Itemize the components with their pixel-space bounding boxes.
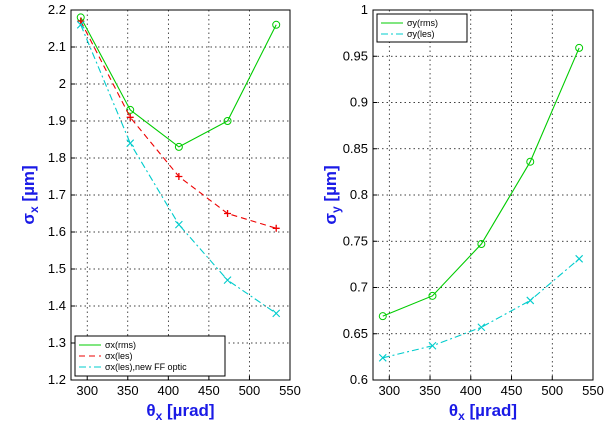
data-point	[175, 173, 183, 180]
legend: σy(rms)σy(les)	[376, 13, 468, 43]
series-line-3	[80, 24, 277, 314]
y-tick-label: 0.85	[343, 141, 368, 156]
legend-label: σx(les)	[105, 351, 133, 361]
x-tick-label: 350	[117, 383, 139, 398]
y-tick-label: 1.7	[48, 187, 66, 202]
x-tick-label: 500	[239, 383, 261, 398]
x-tick-label: 500	[541, 383, 563, 398]
x-tick-label: 550	[582, 383, 604, 398]
y-tick-label: 1	[361, 2, 368, 17]
x-axis-label: θx [µrad]	[146, 401, 214, 423]
data-point	[526, 296, 535, 305]
y-tick-label: 0.7	[350, 280, 368, 295]
data-point	[126, 113, 134, 121]
data-point	[272, 309, 281, 318]
x-tick-label: 550	[279, 383, 301, 398]
data-point	[272, 224, 280, 232]
x-axis-label: θx [µrad]	[449, 401, 517, 423]
y-tick-label: 1.5	[48, 261, 66, 276]
data-point	[224, 210, 232, 217]
data-point	[223, 276, 232, 284]
data-point	[126, 105, 135, 114]
legend-label: σx(rms)	[105, 340, 136, 350]
y-tick-label: 0.6	[350, 372, 368, 387]
y-tick-label: 1.8	[48, 150, 66, 165]
y-tick-label: 2	[59, 76, 66, 91]
legend-label: σy(les)	[407, 29, 435, 39]
x-tick-label: 300	[378, 383, 400, 398]
data-point	[77, 17, 85, 25]
y-tick-label: 1.3	[48, 335, 66, 350]
x-tick-label: 450	[501, 383, 523, 398]
data-point	[378, 353, 387, 362]
data-point	[428, 291, 437, 300]
legend-box	[376, 13, 468, 43]
x-tick-label: 450	[198, 383, 220, 398]
y-tick-label: 0.8	[350, 187, 368, 202]
data-point	[126, 139, 135, 148]
data-point	[174, 220, 183, 229]
y-tick-label: 2.1	[48, 39, 66, 54]
chart-panel-1: 300 350 400 450 500 550 1.2 1.3 1.4 1.5 1.6 1.7 1.8 1…	[19, 2, 301, 423]
y-tick-label: 0.75	[343, 233, 368, 248]
series-line-2	[382, 258, 580, 359]
data-point	[223, 117, 232, 125]
data-point	[378, 312, 387, 321]
data-point	[477, 323, 486, 332]
data-point	[76, 20, 85, 29]
series-line-1	[80, 17, 277, 148]
data-point	[575, 43, 584, 52]
data-point	[272, 20, 281, 29]
chart-panel-2: 300 350 400 450 500 550 0.6 0.65 0.7 0.75 0.8 0.85 0…	[321, 2, 604, 423]
y-axis-label: σx [µm]	[19, 165, 41, 224]
data-point	[526, 157, 535, 166]
x-tick-label: 400	[460, 383, 482, 398]
legend-label: σy(rms)	[407, 18, 438, 28]
y-tick-label: 1.9	[48, 113, 66, 128]
y-tick-label: 1.6	[48, 224, 66, 239]
legend: σx(rms)σx(les)σx(les),new FF optic	[74, 335, 226, 377]
legend-label: σx(les),new FF optic	[105, 362, 187, 372]
y-tick-label: 0.9	[350, 95, 368, 110]
x-tick-label: 300	[76, 383, 98, 398]
y-tick-label: 0.95	[343, 48, 368, 63]
y-axis-label: σy [µm]	[321, 165, 343, 224]
x-tick-label: 400	[157, 383, 179, 398]
data-point	[477, 240, 486, 249]
y-tick-label: 0.65	[343, 326, 368, 341]
data-point	[428, 341, 437, 350]
x-tick-label: 350	[419, 383, 441, 398]
y-tick-label: 1.2	[48, 372, 66, 387]
data-point	[575, 254, 584, 263]
y-tick-label: 1.4	[48, 298, 66, 313]
y-tick-label: 2.2	[48, 2, 66, 17]
series-line-1	[382, 47, 580, 317]
data-point	[174, 142, 183, 151]
